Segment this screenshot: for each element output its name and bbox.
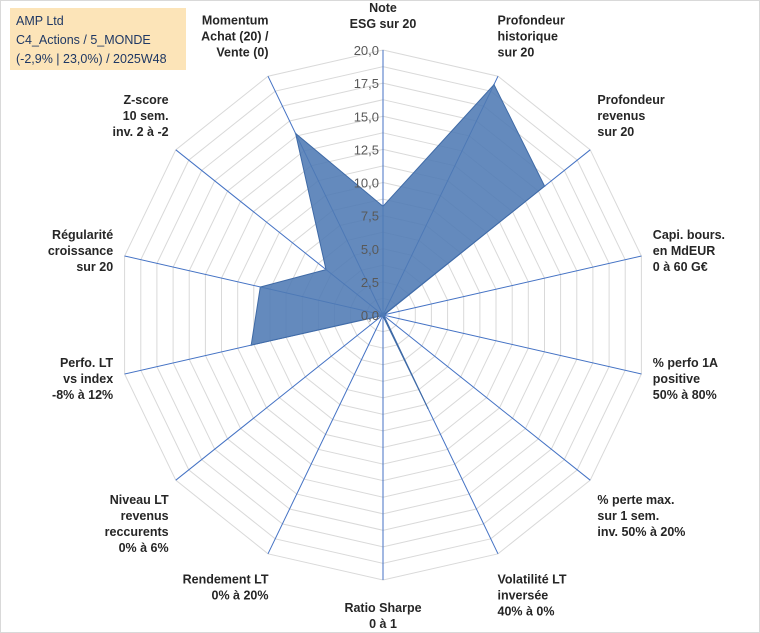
axis-label: Momentum Achat (20) / Vente (0) [201, 13, 269, 59]
tick-label: 12,5 [354, 142, 379, 157]
data-point [381, 315, 383, 317]
axis-label: Ratio Sharpe 0 à 1 [344, 601, 421, 631]
axis-label: Perfo. LT vs index -8% à 12% [52, 356, 114, 402]
data-point [493, 83, 495, 86]
axis-label: Profondeur historique sur 20 [498, 13, 565, 59]
axis-label: Volatilité LT inversée 40% à 0% [498, 573, 567, 619]
tick-label: 17,5 [354, 76, 379, 91]
axis-label: % perfo 1A positive 50% à 80% [653, 356, 718, 402]
data-point [294, 132, 297, 135]
radar-tick-labels: 0,0 2,5 5,0 7,5 10,0 12,5 15,0 17,5 20,0 [354, 43, 379, 323]
axis-spoke [382, 314, 591, 481]
company-name: AMP Ltd [16, 14, 64, 28]
axis-label: Note ESG sur 20 [350, 1, 417, 31]
info-box: AMP Ltd C4_Actions / 5_MONDE (-2,9% | 23… [10, 8, 186, 70]
data-point [250, 344, 252, 346]
tick-label: 7,5 [361, 209, 379, 224]
axis-label: Z-score 10 sem. inv. 2 à -2 [113, 93, 169, 139]
axis-label: Niveau LT revenus reccurents 0% à 6% [105, 493, 169, 555]
axis-spoke [175, 314, 384, 481]
axis-label: Profondeur revenus sur 20 [597, 93, 664, 139]
data-point [259, 286, 262, 288]
axis-label: Capi. bours. en MdEUR 0 à 60 G€ [653, 228, 725, 274]
tick-label: 5,0 [361, 242, 379, 257]
axis-label: % perte max. sur 1 sem. inv. 50% à 20% [597, 493, 685, 539]
radar-axis-labels: Note ESG sur 20 Profondeur historique sur 20… [48, 1, 725, 631]
radar-series [250, 83, 546, 409]
data-point [427, 407, 429, 409]
tick-label: 20,0 [354, 43, 379, 58]
portfolio-name: C4_Actions / 5_MONDE [16, 33, 151, 47]
tick-label: 10,0 [354, 176, 379, 191]
data-point [325, 268, 327, 271]
data-point [382, 205, 384, 208]
axis-spoke [382, 314, 642, 375]
axis-spoke [382, 255, 642, 316]
tick-label: 15,0 [354, 109, 379, 124]
data-point [543, 185, 546, 187]
tick-label: 0,0 [361, 308, 379, 323]
performance-summary: (-2,9% | 23,0%) / 2025W48 [16, 52, 167, 66]
axis-label: Régularité croissance sur 20 [48, 228, 113, 274]
tick-label: 2,5 [361, 275, 379, 290]
axis-label: Rendement LT 0% à 20% [183, 573, 269, 603]
axis-spoke [267, 314, 384, 555]
